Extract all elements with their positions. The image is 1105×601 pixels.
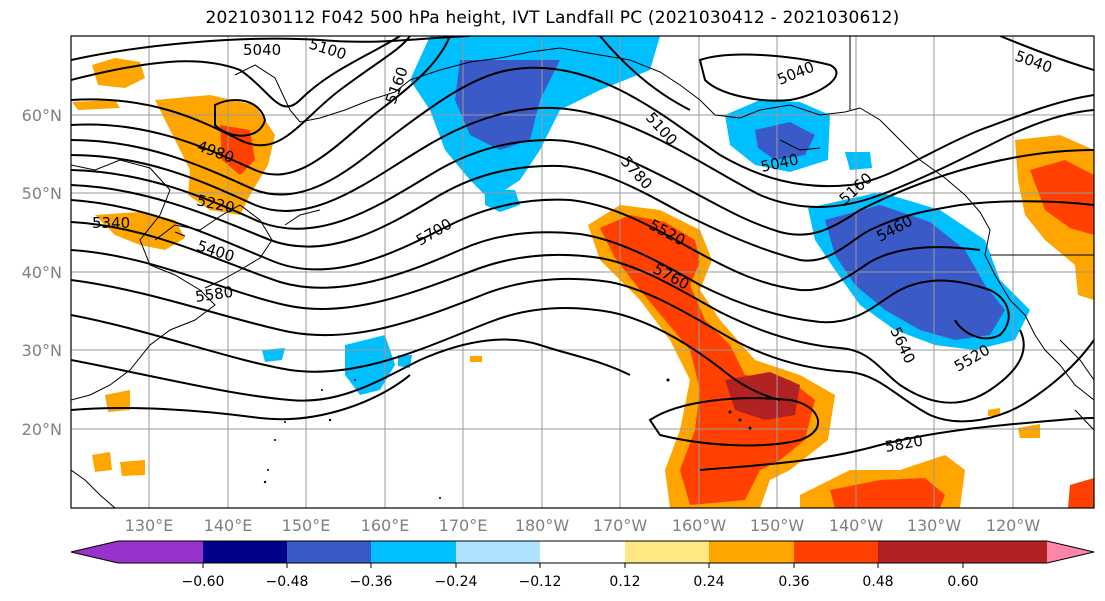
- colorbar-segment: [287, 541, 371, 563]
- colorbar-tick-label: −0.24: [435, 574, 478, 590]
- colorbar-tick-label: 0.36: [778, 574, 809, 590]
- contour-label: 5040: [243, 41, 281, 59]
- colorbar-segment: [878, 541, 963, 563]
- lon-label: 140°W: [829, 516, 884, 535]
- colorbar-extension-max: [1047, 541, 1094, 563]
- colorbar-outline: [70, 540, 1095, 564]
- latitude-labels: 60°N 50°N 40°N 30°N 20°N: [22, 106, 62, 439]
- colorbar-tick-label: −0.36: [350, 574, 393, 590]
- lon-label: 130°E: [125, 516, 174, 535]
- colorbar-ticks: −0.60 −0.48 −0.36 −0.24 −0.12 0.12 0.24 …: [182, 574, 979, 590]
- colorbar-segment: [540, 541, 625, 563]
- lat-label: 50°N: [22, 184, 62, 203]
- colorbar-segment: [371, 541, 456, 563]
- lon-label: 170°E: [439, 516, 488, 535]
- colorbar-tick-label: 0.12: [609, 574, 640, 590]
- colorbar-segment: [456, 541, 540, 563]
- islands: [263, 378, 752, 499]
- lat-label: 20°N: [22, 420, 62, 439]
- lon-label: 150°E: [282, 516, 331, 535]
- contour-label: 5340: [92, 214, 130, 232]
- lon-label: 180°W: [515, 516, 570, 535]
- colorbar-tick-label: −0.12: [519, 574, 562, 590]
- colorbar-segment: [118, 541, 203, 563]
- lon-label: 150°W: [750, 516, 805, 535]
- colorbar-tick-label: −0.60: [182, 574, 225, 590]
- lat-label: 60°N: [22, 106, 62, 125]
- colorbar-extension-min: [71, 541, 118, 563]
- longitude-labels: 130°E 140°E 150°E 160°E 170°E 180°W 170°…: [125, 516, 1041, 535]
- colorbar: −0.60 −0.48 −0.36 −0.24 −0.12 0.12 0.24 …: [70, 540, 1095, 590]
- colorbar-tick-label: 0.24: [693, 574, 724, 590]
- contour-label: 5580: [194, 283, 234, 306]
- lat-label: 40°N: [22, 263, 62, 282]
- lon-label: 120°W: [986, 516, 1041, 535]
- colorbar-segment: [794, 541, 878, 563]
- lon-label: 170°W: [593, 516, 648, 535]
- colorbar-tick-label: −0.48: [266, 574, 309, 590]
- lon-label: 140°E: [204, 516, 253, 535]
- height-contours: [71, 36, 1094, 471]
- colorbar-tick-label: 0.60: [947, 574, 978, 590]
- map-title: 2021030112 F042 500 hPa height, IVT Land…: [205, 8, 900, 28]
- colorbar-segments: [70, 540, 1095, 568]
- map-frame: [70, 35, 1095, 509]
- lon-label: 130°W: [907, 516, 962, 535]
- graticule: [71, 36, 1094, 508]
- lon-label: 160°W: [672, 516, 727, 535]
- colorbar-segment: [625, 541, 709, 563]
- lon-label: 160°E: [361, 516, 410, 535]
- colorbar-segment: [963, 541, 1047, 563]
- lat-label: 30°N: [22, 341, 62, 360]
- colorbar-segment: [203, 541, 287, 563]
- ivt-shading: [72, 36, 1094, 508]
- coastlines: [71, 36, 1094, 508]
- colorbar-segment: [709, 541, 794, 563]
- colorbar-tick-label: 0.48: [862, 574, 893, 590]
